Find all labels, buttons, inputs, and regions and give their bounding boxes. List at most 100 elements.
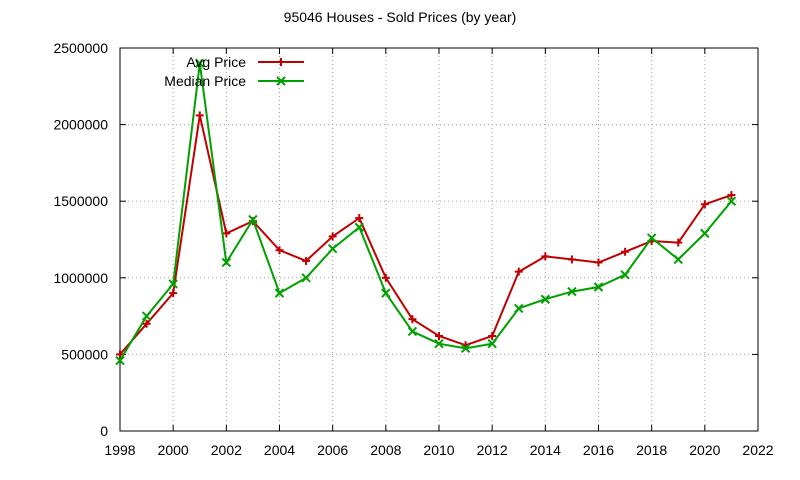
legend: Avg Price Median Price bbox=[164, 54, 304, 89]
data-point-median-price-d2 bbox=[646, 233, 657, 243]
chart-title: 95046 Houses - Sold Prices (by year) bbox=[284, 9, 517, 25]
legend-label: Median Price bbox=[164, 73, 246, 89]
data-point-avg-price bbox=[355, 214, 364, 223]
x-tick-label: 2010 bbox=[423, 442, 454, 458]
data-point-median-price bbox=[514, 303, 524, 314]
data-point-avg-price bbox=[328, 232, 337, 241]
data-point-median-price bbox=[274, 288, 285, 298]
series-line-avg-price bbox=[119, 115, 732, 356]
x-tick-label: 2016 bbox=[583, 442, 614, 458]
data-point-median-price bbox=[195, 58, 205, 69]
data-point-median-price-d2 bbox=[221, 257, 232, 268]
data-point-median-price bbox=[726, 196, 737, 206]
data-point-avg-price bbox=[567, 255, 576, 264]
data-point-median-price bbox=[115, 355, 125, 366]
data-point-median-price bbox=[168, 279, 178, 289]
data-point-median-price bbox=[221, 257, 232, 268]
y-tick-label: 1000000 bbox=[53, 270, 108, 286]
grid-layer bbox=[120, 48, 758, 431]
series-avg-price bbox=[116, 111, 736, 359]
data-point-avg-price bbox=[541, 252, 550, 261]
data-point-median-price-d2 bbox=[115, 355, 125, 366]
series-layer bbox=[115, 58, 737, 366]
data-point-median-price bbox=[434, 338, 444, 349]
data-point-median-price-d2 bbox=[460, 343, 471, 353]
axis-layer: 1998 2000 2002 2004 2006 2008 2010 2012 2014 2016… bbox=[53, 40, 773, 458]
data-point-median-price bbox=[327, 243, 338, 254]
data-point-median-price-d2 bbox=[195, 58, 205, 69]
data-point-median-price-d2 bbox=[726, 196, 737, 206]
legend-marker-median-price-d2 bbox=[276, 76, 286, 86]
legend-label: Avg Price bbox=[186, 54, 246, 70]
data-point-median-price bbox=[301, 273, 311, 283]
data-point-avg-price bbox=[700, 200, 709, 209]
data-point-median-price bbox=[460, 343, 471, 353]
data-point-avg-price bbox=[169, 289, 178, 298]
x-tick-label: 1998 bbox=[104, 442, 135, 458]
data-point-avg-price bbox=[488, 332, 497, 341]
data-point-avg-price bbox=[435, 332, 443, 341]
x-tick-label: 2018 bbox=[636, 442, 667, 458]
data-point-median-price bbox=[141, 311, 152, 321]
legend-item-avg-price: Avg Price bbox=[186, 54, 304, 70]
x-tick-label: 2000 bbox=[158, 442, 189, 458]
data-point-avg-price bbox=[195, 111, 204, 120]
series-line-median-price bbox=[119, 63, 733, 362]
x-tick-label: 2012 bbox=[477, 442, 508, 458]
data-point-median-price bbox=[620, 270, 630, 280]
data-point-median-price-d2 bbox=[141, 311, 152, 321]
data-point-median-price-d2 bbox=[514, 303, 524, 314]
data-point-median-price bbox=[567, 286, 577, 297]
data-point-median-price bbox=[646, 233, 657, 243]
data-point-median-price-d2 bbox=[540, 294, 551, 304]
data-point-median-price-d2 bbox=[381, 288, 391, 298]
data-point-avg-price bbox=[514, 267, 523, 276]
data-point-avg-price bbox=[302, 256, 311, 265]
data-point-avg-price bbox=[142, 319, 151, 328]
data-point-avg-price bbox=[408, 315, 417, 324]
data-point-median-price bbox=[700, 228, 710, 239]
data-point-avg-price bbox=[594, 258, 603, 267]
y-tick-label: 2000000 bbox=[53, 117, 108, 133]
data-point-median-price bbox=[381, 288, 391, 298]
data-point-avg-price bbox=[621, 247, 630, 256]
x-tick-label: 2002 bbox=[211, 442, 242, 458]
data-point-avg-price bbox=[381, 273, 390, 282]
data-point-median-price bbox=[354, 222, 364, 232]
data-point-median-price-d2 bbox=[327, 243, 338, 254]
data-point-median-price-d2 bbox=[487, 338, 497, 349]
data-point-median-price-d2 bbox=[248, 214, 258, 225]
data-point-median-price-d2 bbox=[434, 338, 444, 349]
legend-marker-median-price bbox=[276, 76, 286, 86]
data-point-median-price bbox=[673, 254, 683, 265]
data-point-median-price bbox=[487, 338, 497, 349]
y-tick-label: 2500000 bbox=[53, 40, 108, 56]
data-point-median-price-d2 bbox=[567, 286, 577, 297]
data-point-median-price bbox=[248, 214, 258, 225]
data-point-avg-price bbox=[727, 191, 736, 200]
data-point-median-price-d2 bbox=[168, 279, 178, 289]
data-point-median-price-d2 bbox=[700, 228, 710, 239]
data-point-median-price-d2 bbox=[274, 288, 285, 298]
y-tick-label: 0 bbox=[100, 423, 108, 439]
data-point-median-price bbox=[593, 282, 604, 292]
x-tick-label: 2020 bbox=[689, 442, 720, 458]
y-tick-label: 500000 bbox=[61, 346, 108, 362]
series-median-price bbox=[115, 58, 737, 366]
data-point-median-price-d2 bbox=[301, 273, 311, 283]
data-point-median-price-d2 bbox=[354, 222, 364, 232]
data-point-avg-price bbox=[674, 238, 683, 247]
x-tick-label: 2004 bbox=[264, 442, 295, 458]
data-point-median-price-d2 bbox=[673, 254, 683, 265]
data-point-avg-price bbox=[275, 246, 284, 255]
x-tick-label: 2014 bbox=[530, 442, 561, 458]
y-tick-label: 1500000 bbox=[53, 193, 108, 209]
x-tick-label: 2006 bbox=[317, 442, 348, 458]
data-point-median-price-d2 bbox=[593, 282, 604, 292]
plot-frame bbox=[119, 47, 759, 432]
legend-item-median-price: Median Price bbox=[164, 73, 304, 89]
data-point-median-price bbox=[540, 294, 551, 304]
data-point-avg-price bbox=[222, 229, 231, 238]
